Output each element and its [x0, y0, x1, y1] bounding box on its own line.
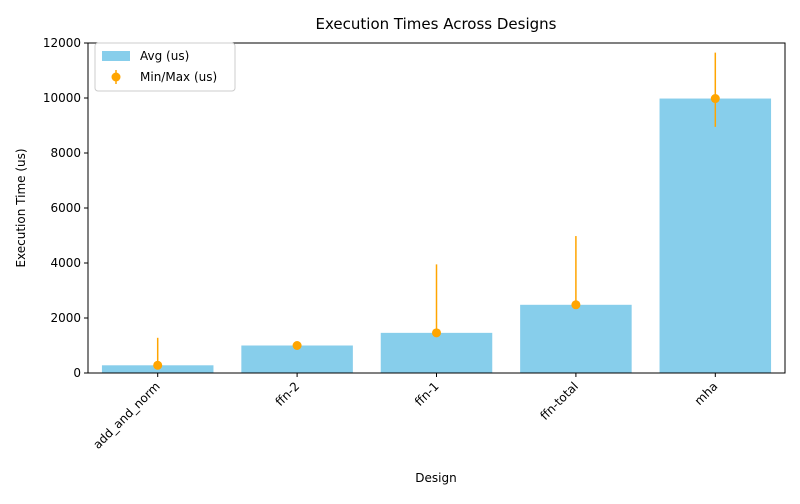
marker-ffn-1 — [432, 328, 441, 338]
x-tick-label: ffn-2 — [273, 379, 303, 409]
y-tick-label: 10000 — [43, 91, 81, 105]
y-tick-label: 8000 — [50, 146, 81, 160]
x-tick-label: mha — [692, 379, 721, 408]
bar-mha — [659, 98, 772, 374]
y-tick-label: 0 — [73, 366, 81, 380]
bar-ffn-2 — [241, 345, 353, 373]
marker-ffn-total — [571, 300, 581, 310]
x-axis-label: Design — [415, 471, 456, 485]
marker-add_and_norm — [153, 360, 163, 370]
legend-marker-swatch — [111, 72, 121, 82]
y-tick-label: 12000 — [43, 36, 81, 50]
y-tick-label: 6000 — [50, 201, 81, 215]
chart-title: Execution Times Across Designs — [316, 15, 557, 33]
legend-label-avg: Avg (us) — [140, 49, 189, 63]
marker-mha — [710, 94, 720, 104]
x-tick-label: ffn-total — [537, 379, 581, 423]
y-tick-label: 4000 — [50, 256, 81, 270]
y-axis-label: Execution Time (us) — [14, 148, 28, 267]
marker-ffn-2 — [292, 341, 302, 350]
bar-ffn-1 — [380, 332, 493, 373]
y-tick-label: 2000 — [50, 311, 81, 325]
legend: Avg (us) Min/Max (us) — [94, 42, 236, 92]
plot-area — [87, 42, 786, 374]
x-axis: add_and_norm ffn-2 ffn-1 ffn-total mha — [90, 373, 720, 452]
legend-bar-swatch — [102, 51, 130, 61]
legend-label-minmax: Min/Max (us) — [140, 70, 217, 84]
bar-ffn-total — [520, 304, 632, 373]
y-axis: 0 2000 4000 6000 8000 10000 12000 — [43, 36, 88, 380]
x-tick-label: ffn-1 — [412, 379, 442, 409]
x-tick-label: add_and_norm — [90, 379, 163, 452]
